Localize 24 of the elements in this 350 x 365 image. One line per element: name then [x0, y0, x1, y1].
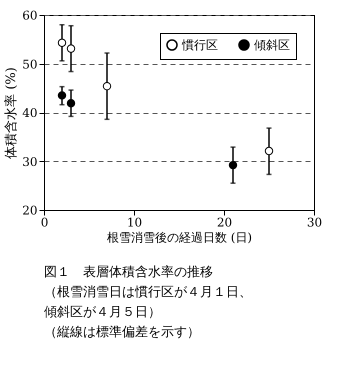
point — [102, 82, 112, 90]
y-tick-label: 40 — [22, 106, 38, 120]
x-tick-label: 20 — [216, 216, 232, 230]
text: 傾斜区が４月５日） — [44, 305, 161, 320]
legend-label: 傾斜区 — [254, 38, 290, 52]
y-axis-title: 体積含水率 (%) — [3, 67, 20, 159]
point — [58, 91, 66, 100]
legend-label: 慣行区 — [181, 38, 218, 52]
point — [264, 146, 274, 156]
point — [228, 160, 238, 170]
x-tick-label: 0 — [40, 216, 48, 230]
x-tick-label: 10 — [126, 216, 142, 230]
x-tick-label: 30 — [306, 216, 322, 230]
x-axis-title: 根雪消雪後の経過日数 (日) — [106, 230, 252, 244]
point — [66, 99, 76, 108]
caption: 図１ 表層体積含水率の推移 — [44, 264, 213, 280]
y-tick-label: 30 — [22, 154, 38, 169]
point — [58, 38, 66, 47]
y-tick-label: 60 — [22, 8, 38, 22]
text: （根雪消雪日は慣行区が４月１日、 — [44, 285, 252, 300]
point — [66, 44, 76, 53]
y-tick-label: 20 — [22, 204, 38, 218]
y-tick-label: 50 — [22, 57, 38, 72]
text: （縦線は標準偏差を示す） — [44, 325, 200, 340]
